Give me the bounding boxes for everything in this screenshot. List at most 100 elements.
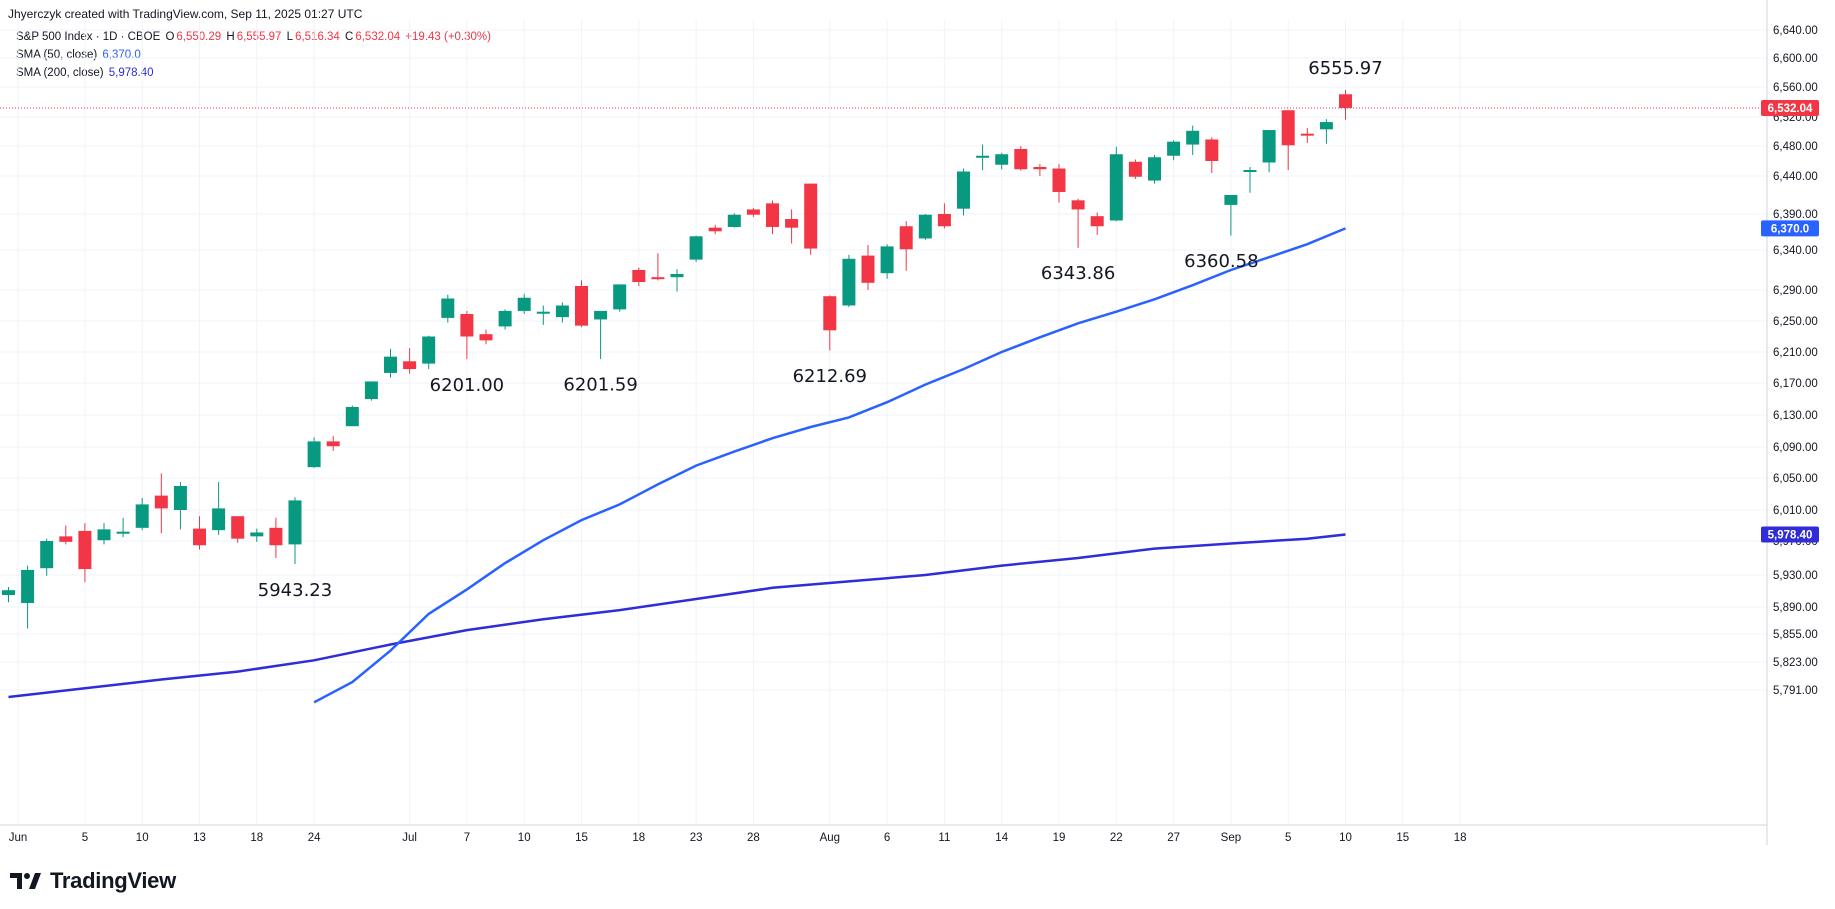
price-annotation: 6555.97 xyxy=(1308,58,1382,79)
time-axis-tick-label: 23 xyxy=(690,832,703,844)
time-axis-tick-label: 24 xyxy=(308,832,321,844)
ohlc-close: 6,532.04 xyxy=(355,31,401,43)
time-axis-tick-label: 15 xyxy=(1396,832,1409,844)
candle-body xyxy=(708,227,722,232)
sma-200-tag-bg xyxy=(1761,526,1819,543)
candle-body xyxy=(173,486,187,510)
time-axis-tick-label: Sep xyxy=(1221,832,1241,844)
ohlc-high-label: H xyxy=(226,31,235,43)
candle-body xyxy=(575,286,588,326)
candle-body xyxy=(727,214,741,227)
time-axis-tick-label: 5 xyxy=(1285,832,1291,844)
symbol-name[interactable]: S&P 500 Index · 1D · CBOE xyxy=(16,31,161,43)
time-axis-tick-label: 5 xyxy=(82,832,88,844)
candle-body xyxy=(250,532,264,537)
time-axis-tick-label: 18 xyxy=(1454,832,1467,844)
candle-body xyxy=(116,531,130,534)
candle-body xyxy=(307,441,321,468)
time-axis-tick-label: 18 xyxy=(250,832,263,844)
ma200-label[interactable]: SMA (200, close) xyxy=(16,67,104,79)
price-axis-tick-label: 6,050.00 xyxy=(1773,473,1818,485)
candle-body xyxy=(364,381,378,399)
price-axis-tick-label: 5,855.00 xyxy=(1773,629,1818,641)
price-axis-tick-label: 6,210.00 xyxy=(1773,347,1818,359)
time-axis-tick-label: 10 xyxy=(136,832,149,844)
price-annotation: 6212.69 xyxy=(793,366,867,387)
candle-body xyxy=(976,155,990,158)
price-axis-tick-label: 5,930.00 xyxy=(1773,570,1818,582)
candle-body xyxy=(403,361,417,370)
candle-body xyxy=(1262,130,1276,163)
candle-body xyxy=(613,284,627,310)
candle-body xyxy=(1319,122,1333,130)
candle-body xyxy=(842,258,856,306)
tradingview-brand[interactable]: TradingView xyxy=(10,868,176,894)
candle-body xyxy=(804,183,818,249)
candle-body xyxy=(135,504,149,528)
candle-body xyxy=(957,171,970,209)
candle-body xyxy=(40,541,54,569)
ohlc-close-label: C xyxy=(345,31,354,43)
candle-body xyxy=(1014,149,1028,170)
candle-body xyxy=(1339,94,1352,108)
candle-body xyxy=(326,441,340,447)
candle-body xyxy=(594,310,608,320)
time-axis-tick-label: 27 xyxy=(1167,832,1180,844)
candle-body xyxy=(59,536,73,542)
candle-body xyxy=(288,500,302,545)
candle-body xyxy=(555,305,569,318)
candle-body xyxy=(632,270,646,282)
candle-body xyxy=(766,203,779,227)
candle-body xyxy=(384,356,397,373)
last-price-tag: 6,532.04 xyxy=(1768,103,1813,115)
sma-200-line xyxy=(8,533,1346,699)
time-axis-tick-label: 14 xyxy=(995,832,1008,844)
tradingview-logo-icon xyxy=(10,873,41,889)
ohlc-high: 6,555.97 xyxy=(236,31,282,43)
candle-body xyxy=(269,527,283,546)
time-axis-tick-label: 10 xyxy=(1339,832,1352,844)
candle-body xyxy=(1109,154,1123,221)
price-axis-tick-label: 6,130.00 xyxy=(1773,410,1818,422)
sma-50-tag: 6,370.0 xyxy=(1771,223,1809,235)
time-axis-tick-label: 18 xyxy=(632,832,645,844)
ohlc-change: +19.43 (+0.30%) xyxy=(405,31,491,43)
price-axis-tick-label: 6,440.00 xyxy=(1773,171,1818,183)
candle-body xyxy=(1224,195,1238,205)
sma-50-line xyxy=(313,227,1346,704)
candle-body xyxy=(498,310,512,327)
candle-body xyxy=(1128,161,1142,177)
candle-body xyxy=(154,495,168,509)
price-axis-tick-label: 6,250.00 xyxy=(1773,316,1818,328)
candle-body xyxy=(937,214,951,227)
price-axis-tick-label: 5,890.00 xyxy=(1773,602,1818,614)
candle-body xyxy=(212,508,226,531)
candle-body xyxy=(785,219,799,228)
candle-body xyxy=(1243,170,1257,172)
candle-body xyxy=(1052,168,1066,192)
symbol-legend[interactable]: S&P 500 Index · 1D · CBOE O 6,550.29 H 6,5… xyxy=(16,31,493,43)
price-axis-tick-label: 6,090.00 xyxy=(1773,442,1818,454)
candle-body xyxy=(689,236,703,260)
candle-body xyxy=(460,314,474,337)
price-axis-tick-label: 6,480.00 xyxy=(1773,141,1818,153)
price-axis-tick-label: 6,340.00 xyxy=(1773,245,1818,257)
price-annotation: 6201.00 xyxy=(430,375,504,396)
time-axis-tick-label: 11 xyxy=(938,832,950,844)
price-axis-tick-label: 6,290.00 xyxy=(1773,285,1818,297)
candle-body xyxy=(21,569,35,603)
candle-body xyxy=(823,296,837,331)
time-axis-tick-label: Jun xyxy=(9,832,28,844)
candle-body xyxy=(1186,130,1200,145)
candle-body xyxy=(1071,200,1085,210)
time-axis-tick-label: 15 xyxy=(575,832,588,844)
time-axis-tick-label: 7 xyxy=(464,832,470,844)
price-annotation: 5943.23 xyxy=(258,580,332,601)
time-axis-tick-label: 6 xyxy=(884,832,890,844)
candle-body xyxy=(746,209,760,215)
candle-body xyxy=(78,530,92,570)
price-axis-tick-label: 6,170.00 xyxy=(1773,378,1818,390)
candle-body xyxy=(1090,216,1104,227)
ohlc-low: 6,516.34 xyxy=(295,31,340,43)
